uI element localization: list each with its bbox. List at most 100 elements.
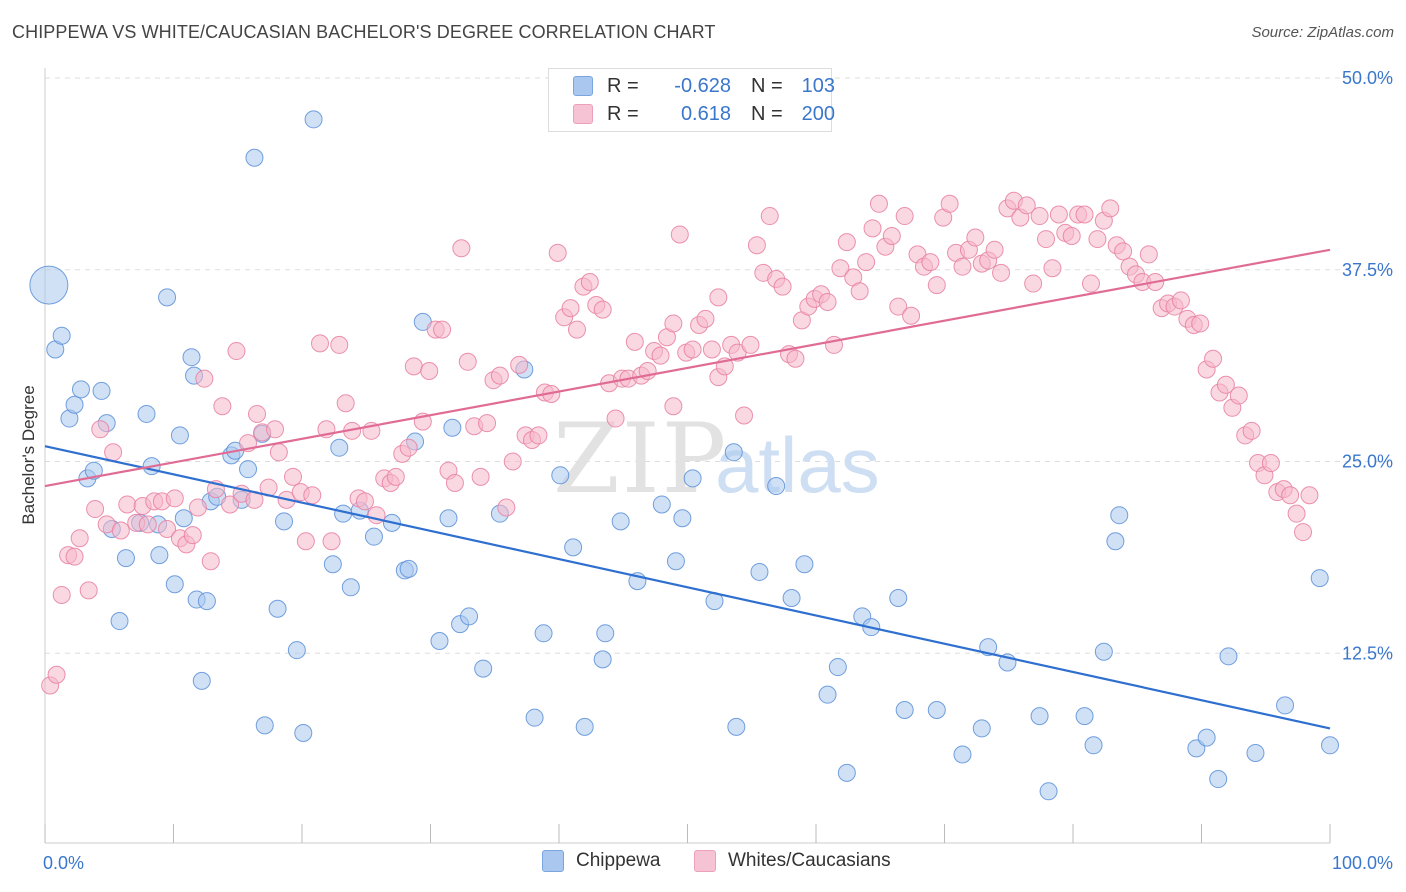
whites-point <box>1101 199 1120 218</box>
whites-point <box>606 409 625 428</box>
bottom-legend-whites: Whites/Caucasians <box>694 850 891 872</box>
chippewa-point <box>895 701 914 720</box>
whites-point <box>284 467 303 486</box>
whites-point <box>1139 245 1158 264</box>
chippewa-point <box>430 631 449 650</box>
whites-point <box>921 253 940 272</box>
whites-point <box>404 357 423 376</box>
chippewa-point <box>1110 506 1129 525</box>
legend-r-value: 0.618 <box>680 102 731 125</box>
chippewa-point <box>399 559 418 578</box>
chippewa-point <box>767 477 786 496</box>
x-tick-label: 0.0% <box>43 853 84 873</box>
chippewa-point <box>65 395 84 414</box>
whites-point <box>580 273 599 292</box>
chippewa-point <box>287 641 306 660</box>
legend-r-label: R = <box>607 102 639 125</box>
whites-point <box>420 361 439 380</box>
whites-point <box>91 420 110 439</box>
chart-title: CHIPPEWA VS WHITE/CAUCASIAN BACHELOR'S D… <box>12 22 716 42</box>
data-points <box>29 110 1339 801</box>
whites-point <box>869 194 888 213</box>
whites-point <box>857 253 876 272</box>
whites-point <box>336 394 355 413</box>
whites-point <box>510 355 529 374</box>
whites-point <box>47 665 66 684</box>
y-tick-label: 25.0% <box>1342 452 1393 472</box>
chippewa-point <box>1246 743 1265 762</box>
chippewa-point <box>673 509 692 528</box>
whites-point <box>966 228 985 247</box>
y-tick-label: 50.0% <box>1342 68 1393 88</box>
chippewa-point <box>652 495 671 514</box>
chippewa-point <box>71 380 90 399</box>
whites-point <box>1281 486 1300 505</box>
chippewa-point <box>1219 647 1238 666</box>
chippewa-point <box>474 659 493 678</box>
bottom-legend-label-chippewa: Chippewa <box>576 850 661 871</box>
y-tick-label: 37.5% <box>1342 260 1393 280</box>
chippewa-point <box>275 512 294 531</box>
chippewa-point <box>304 110 323 129</box>
whites-point <box>664 314 683 333</box>
y-axis-label: Bachelor's Degree <box>19 385 38 524</box>
chippewa-point <box>268 599 287 618</box>
whites-point <box>747 236 766 255</box>
whites-point <box>837 233 856 252</box>
whites-point <box>1024 274 1043 293</box>
whites-point <box>1242 421 1261 440</box>
whites-point <box>269 443 288 462</box>
whites-point <box>386 467 405 486</box>
whites-point <box>1049 205 1068 224</box>
bottom-legend-swatch-chippewa <box>542 850 564 872</box>
tick-labels: 12.5% 25.0% 37.5% 50.0% 0.0% 100.0% <box>43 68 1393 873</box>
whites-trend-line <box>44 248 1331 488</box>
whites-point <box>445 473 464 492</box>
whites-point <box>503 452 522 471</box>
whites-point <box>1114 242 1133 261</box>
watermark-zip: ZIP <box>553 403 728 515</box>
legend-row-chippewa: R = -0.628 N = 103 <box>573 73 835 99</box>
whites-point <box>786 349 805 368</box>
bottom-legend-chippewa: Chippewa <box>542 850 661 872</box>
whites-point <box>992 263 1011 282</box>
chippewa-point <box>29 265 69 305</box>
chippewa-point <box>255 716 274 735</box>
legend-n-label: N = <box>751 102 783 125</box>
whites-point <box>567 320 586 339</box>
whites-point <box>399 438 418 457</box>
chippewa-point <box>323 555 342 574</box>
chippewa-point <box>927 701 946 720</box>
bottom-legend-swatch-whites <box>694 850 716 872</box>
chippewa-point <box>137 404 156 423</box>
whites-point <box>882 227 901 246</box>
chippewa-point <box>1075 707 1094 726</box>
whites-point <box>818 292 837 311</box>
chippewa-point <box>92 381 111 400</box>
chippewa-point <box>837 763 856 782</box>
chippewa-point <box>972 719 991 738</box>
whites-point <box>111 521 130 540</box>
whites-point <box>248 404 267 423</box>
whites-point <box>310 334 329 353</box>
whites-point <box>478 414 497 433</box>
whites-point <box>1030 207 1049 226</box>
whites-point <box>52 585 71 604</box>
whites-point <box>1229 386 1248 405</box>
whites-point <box>735 406 754 425</box>
whites-point <box>889 297 908 316</box>
chippewa-point <box>341 578 360 597</box>
whites-point <box>702 340 721 359</box>
chippewa-point <box>170 426 189 445</box>
chippewa-point <box>750 562 769 581</box>
whites-point <box>70 529 89 548</box>
whites-point <box>1261 454 1280 473</box>
chippewa-point <box>575 717 594 736</box>
chippewa-point <box>330 438 349 457</box>
chippewa-point <box>182 348 201 367</box>
legend-swatch-chippewa <box>573 76 593 96</box>
chippewa-point <box>192 671 211 690</box>
whites-point <box>651 346 670 365</box>
chippewa-point <box>525 708 544 727</box>
